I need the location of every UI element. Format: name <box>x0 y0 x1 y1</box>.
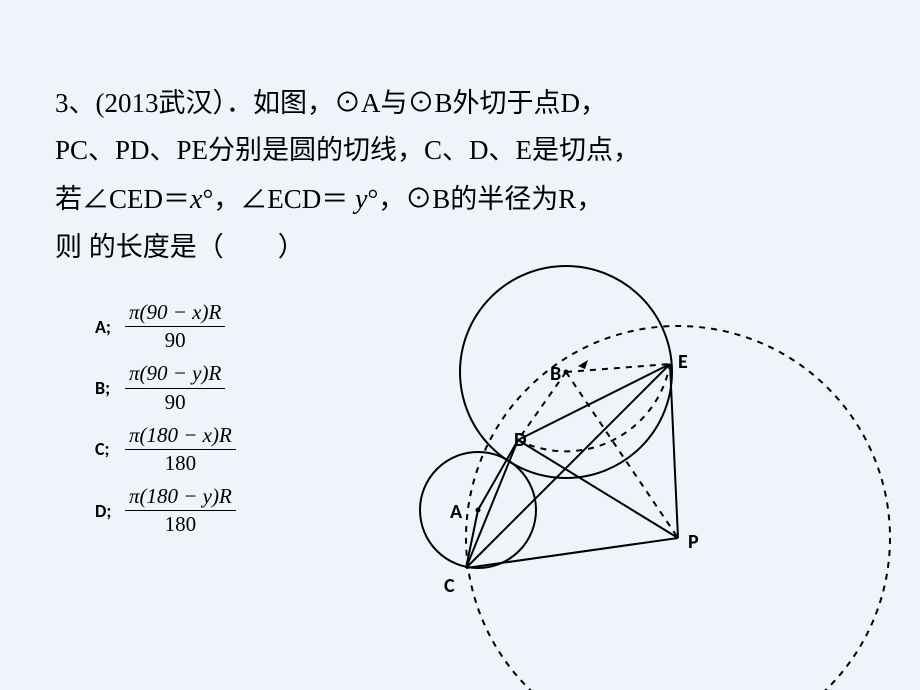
svg-text:B: B <box>550 362 561 386</box>
problem-line-4: 则 的长度是（ ） <box>55 224 855 271</box>
answer-options: A; π(90 − x)R 90 B; π(90 − y)R 90 C; π(1… <box>95 300 236 546</box>
problem-line-3: 若∠CED＝x°，∠ECD＝ y°，⊙B的半径为R， <box>55 175 855 224</box>
option-fraction: π(180 − y)R 180 <box>125 484 236 537</box>
fraction-denominator: 180 <box>161 512 201 537</box>
geometry-figure: A B C D E P <box>410 270 910 690</box>
option-label: A; <box>95 316 125 338</box>
problem-line-1: 3、(2013武汉）．如图，⊙A与⊙B外切于点D， <box>55 80 855 127</box>
svg-text:P: P <box>688 530 699 554</box>
svg-text:D: D <box>514 428 527 452</box>
fraction-denominator: 180 <box>161 451 201 476</box>
slide: 3、(2013武汉）．如图，⊙A与⊙B外切于点D， PC、PD、PE分别是圆的切… <box>0 0 920 690</box>
line3-pre: 若∠CED＝ <box>55 184 190 214</box>
option-fraction: π(90 − x)R 90 <box>125 300 225 353</box>
svg-text:C: C <box>444 574 455 598</box>
fraction-denominator: 90 <box>161 390 190 415</box>
problem-line-2: PC、PD、PE分别是圆的切线，C、D、E是切点， <box>55 127 855 174</box>
fraction-numerator: π(180 − y)R <box>125 484 236 509</box>
option-d: D; π(180 − y)R 180 <box>95 484 236 537</box>
option-label: D; <box>95 500 125 522</box>
var-y: y <box>355 184 367 215</box>
fraction-bar <box>125 510 236 511</box>
fraction-numerator: π(90 − y)R <box>125 361 225 386</box>
svg-text:E: E <box>678 350 688 374</box>
option-c: C; π(180 − x)R 180 <box>95 423 236 476</box>
problem-text: 3、(2013武汉）．如图，⊙A与⊙B外切于点D， PC、PD、PE分别是圆的切… <box>55 80 855 271</box>
line3-mid2: °，⊙B的半径为R， <box>367 184 603 214</box>
svg-text:A: A <box>450 500 463 524</box>
option-fraction: π(180 − x)R 180 <box>125 423 236 476</box>
option-a: A; π(90 − x)R 90 <box>95 300 236 353</box>
option-label: B; <box>95 377 125 399</box>
option-label: C; <box>95 438 125 460</box>
var-x: x <box>190 184 202 215</box>
option-b: B; π(90 − y)R 90 <box>95 361 236 414</box>
line3-mid1: °，∠ECD＝ <box>202 184 348 214</box>
fraction-bar <box>125 449 236 450</box>
fraction-bar <box>125 388 225 389</box>
fraction-bar <box>125 326 225 327</box>
fraction-numerator: π(180 − x)R <box>125 423 236 448</box>
fraction-numerator: π(90 − x)R <box>125 300 225 325</box>
fraction-denominator: 90 <box>161 328 190 353</box>
option-fraction: π(90 − y)R 90 <box>125 361 225 414</box>
